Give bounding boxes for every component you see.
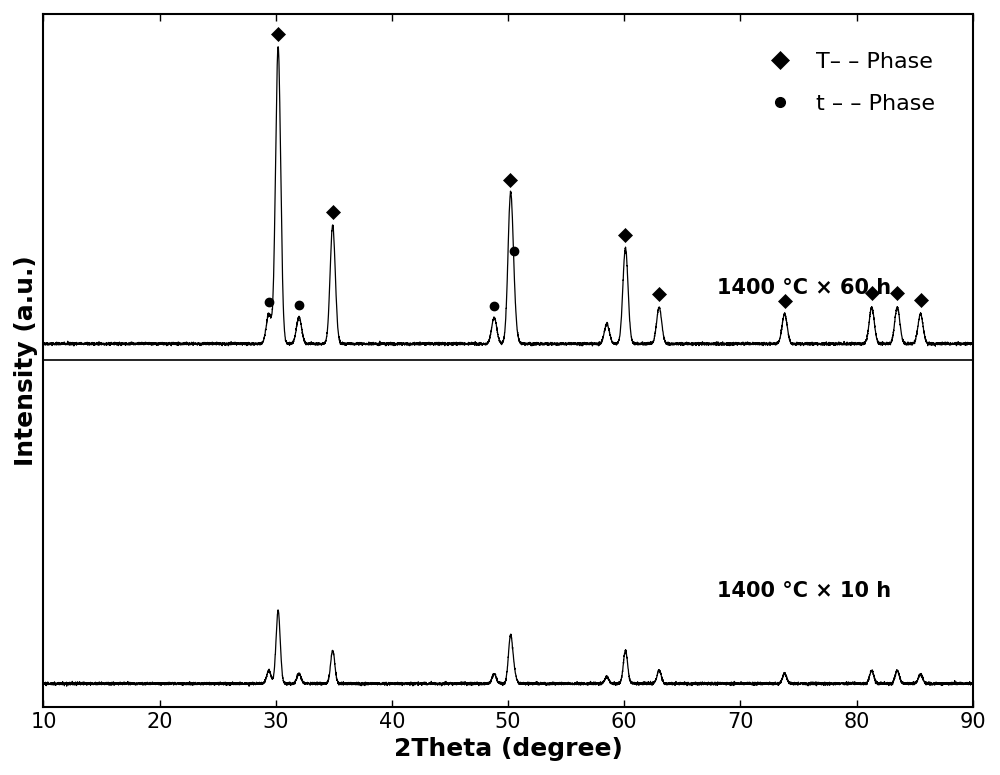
Legend: T– – Phase, t – – Phase: T– – Phase, t – – Phase xyxy=(732,25,962,140)
Y-axis label: Intensity (a.u.): Intensity (a.u.) xyxy=(14,255,38,466)
Text: 1400 °C × 10 h: 1400 °C × 10 h xyxy=(717,581,891,601)
X-axis label: 2Theta (degree): 2Theta (degree) xyxy=(394,737,623,761)
Text: 1400 °C × 60 h: 1400 °C × 60 h xyxy=(717,277,891,298)
